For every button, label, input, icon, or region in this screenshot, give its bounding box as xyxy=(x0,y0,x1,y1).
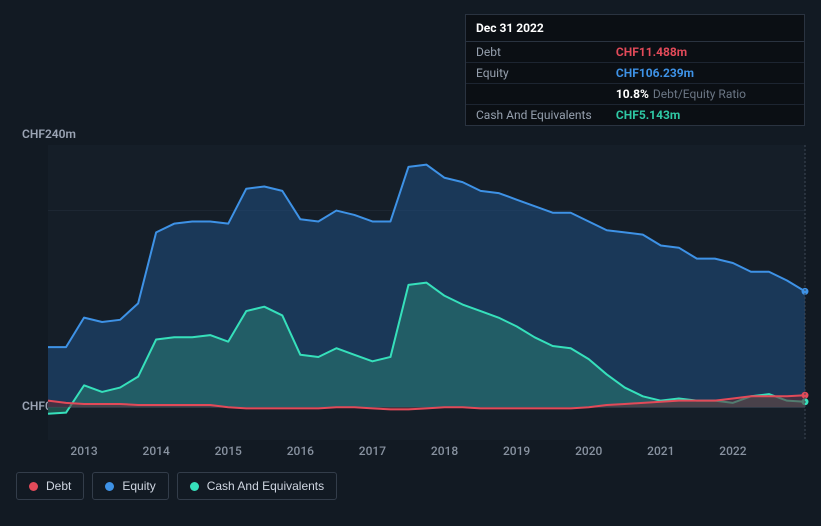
x-tick: 2020 xyxy=(575,444,602,458)
legend-item[interactable]: Equity xyxy=(92,472,168,500)
tooltip-row-value: CHF11.488m xyxy=(616,45,687,59)
legend-label: Debt xyxy=(46,479,71,493)
tooltip-row: DebtCHF11.488m xyxy=(466,42,804,63)
tooltip-row-extra: Debt/Equity Ratio xyxy=(653,87,746,101)
legend-item[interactable]: Debt xyxy=(16,472,84,500)
legend-item[interactable]: Cash And Equivalents xyxy=(177,472,337,500)
x-tick: 2013 xyxy=(70,444,97,458)
x-tick: 2018 xyxy=(431,444,458,458)
chart-container: Dec 31 2022 DebtCHF11.488mEquityCHF106.2… xyxy=(0,0,821,526)
x-tick: 2015 xyxy=(215,444,242,458)
tooltip-row-label xyxy=(476,87,616,101)
y-axis-top-label: CHF240m xyxy=(22,127,76,141)
chart-plot[interactable] xyxy=(48,145,805,440)
legend: Debt Equity Cash And Equivalents xyxy=(16,472,337,500)
tooltip-row-label: Debt xyxy=(476,45,616,59)
tooltip-row-label: Cash And Equivalents xyxy=(476,108,616,122)
tooltip-row-label: Equity xyxy=(476,66,616,80)
x-tick: 2019 xyxy=(503,444,530,458)
legend-swatch xyxy=(190,482,199,491)
tooltip-row-value: 10.8%Debt/Equity Ratio xyxy=(616,87,746,101)
tooltip-row: Cash And EquivalentsCHF5.143m xyxy=(466,105,804,125)
chart-tooltip: Dec 31 2022 DebtCHF11.488mEquityCHF106.2… xyxy=(465,14,805,126)
tooltip-row-value: CHF5.143m xyxy=(616,108,680,122)
legend-label: Cash And Equivalents xyxy=(207,479,324,493)
legend-swatch xyxy=(29,482,38,491)
x-axis: 2013 2014 2015 2016 2017 2018 2019 2020 2021 2022 xyxy=(48,444,805,466)
x-tick: 2022 xyxy=(719,444,746,458)
x-tick: 2021 xyxy=(647,444,674,458)
tooltip-row-value: CHF106.239m xyxy=(616,66,694,80)
tooltip-row: EquityCHF106.239m xyxy=(466,63,804,84)
chart-svg xyxy=(48,145,805,440)
x-tick: 2016 xyxy=(287,444,314,458)
x-tick: 2017 xyxy=(359,444,386,458)
tooltip-rows: DebtCHF11.488mEquityCHF106.239m10.8%Debt… xyxy=(466,42,804,125)
x-tick: 2014 xyxy=(143,444,170,458)
legend-swatch xyxy=(105,482,114,491)
legend-label: Equity xyxy=(122,479,155,493)
tooltip-date: Dec 31 2022 xyxy=(466,15,804,42)
tooltip-row: 10.8%Debt/Equity Ratio xyxy=(466,84,804,105)
